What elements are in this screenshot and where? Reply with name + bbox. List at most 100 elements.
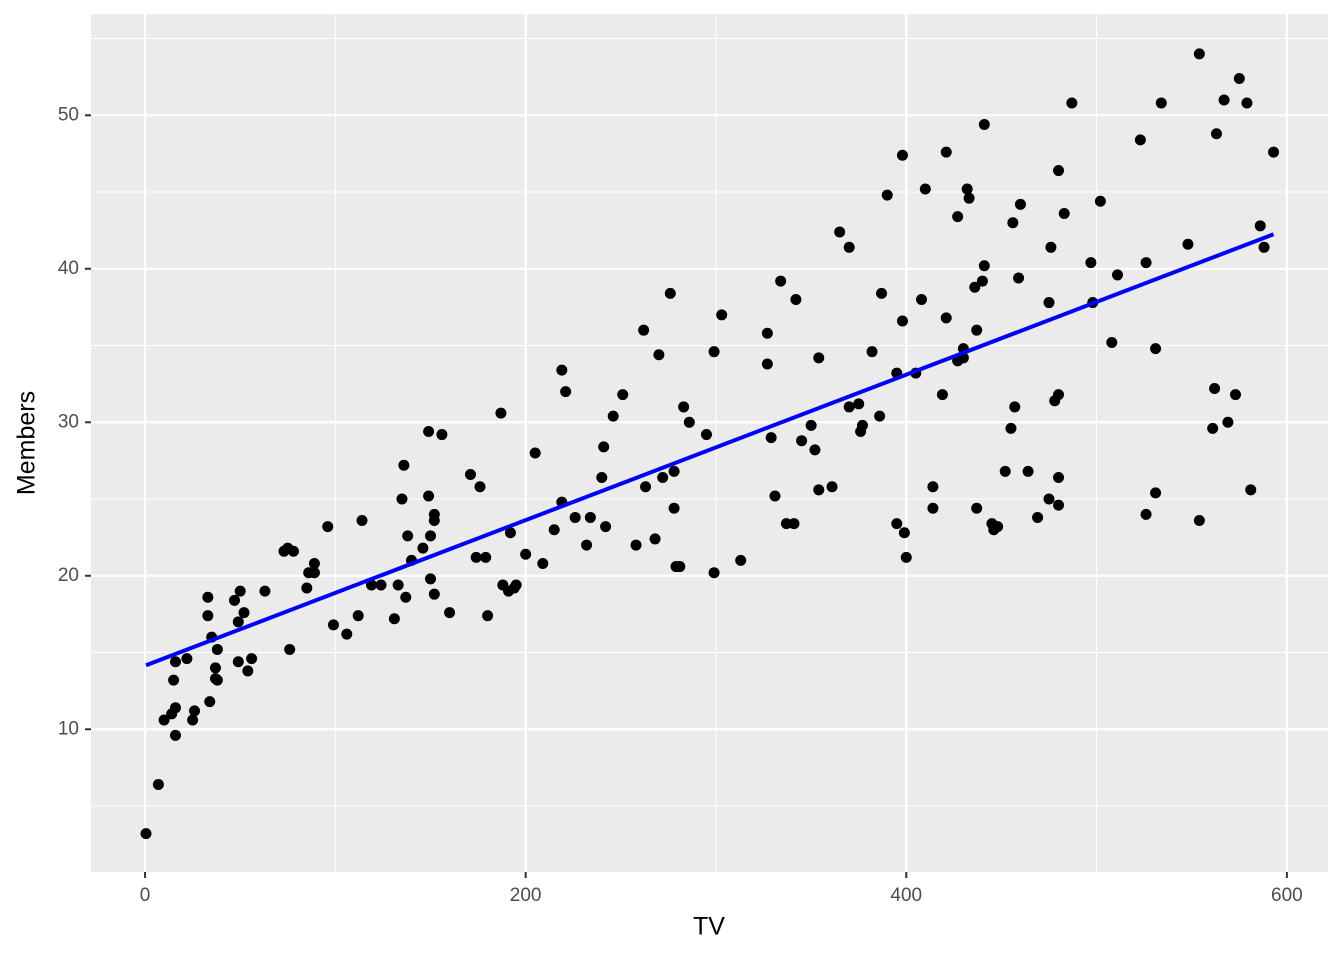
point [843, 401, 855, 413]
point [202, 591, 214, 603]
y-tick-label: 20 [58, 565, 79, 586]
point [876, 287, 888, 299]
point [169, 702, 181, 714]
point [259, 585, 271, 597]
point [900, 551, 912, 563]
point [788, 518, 800, 530]
point [187, 714, 199, 726]
point [425, 530, 437, 542]
point [189, 705, 201, 717]
point [504, 527, 516, 539]
point [228, 594, 240, 606]
x-tick-label: 0 [140, 885, 151, 906]
point [1241, 97, 1253, 109]
point [287, 545, 299, 557]
point [398, 459, 410, 471]
point [284, 643, 296, 655]
point [209, 662, 221, 674]
point [548, 524, 560, 536]
point [963, 192, 975, 204]
point [940, 312, 952, 324]
point [1254, 220, 1266, 232]
point [657, 472, 669, 484]
point [866, 346, 878, 358]
point [510, 579, 522, 591]
point [168, 674, 180, 686]
point [927, 481, 939, 493]
point [927, 502, 939, 514]
point [400, 591, 412, 603]
point [581, 539, 593, 551]
point [881, 189, 893, 201]
point [761, 327, 773, 339]
point [1155, 97, 1167, 109]
point [700, 429, 712, 441]
fit-line [145, 232, 1275, 668]
point [495, 407, 507, 419]
point [423, 425, 435, 437]
point [708, 346, 720, 358]
point [1094, 195, 1106, 207]
point [232, 656, 244, 668]
point [607, 410, 619, 422]
point [674, 561, 686, 573]
point [388, 613, 400, 625]
point [520, 548, 532, 560]
point [1112, 269, 1124, 281]
point [853, 398, 865, 410]
point [204, 696, 216, 708]
point [1140, 508, 1152, 520]
point [140, 828, 152, 840]
point [1134, 134, 1146, 146]
point [356, 515, 368, 527]
y-tick-label: 10 [58, 718, 79, 739]
point [653, 349, 665, 361]
point [211, 674, 223, 686]
point [668, 465, 680, 477]
point [1066, 97, 1078, 109]
y-axis-title: Members [13, 391, 41, 495]
point [158, 714, 170, 726]
point [969, 281, 981, 293]
point [242, 665, 254, 677]
point [308, 567, 320, 579]
point [813, 484, 825, 496]
point [813, 352, 825, 364]
x-tick-label: 600 [1271, 885, 1303, 906]
point [1258, 241, 1270, 253]
point [428, 515, 440, 527]
point [843, 241, 855, 253]
point [769, 490, 781, 502]
point [617, 389, 629, 401]
point [1043, 297, 1055, 309]
point [238, 607, 250, 619]
point [780, 518, 792, 530]
point [436, 429, 448, 441]
point [1045, 241, 1057, 253]
point [234, 585, 246, 597]
point [569, 511, 581, 523]
point [1150, 487, 1162, 499]
point [423, 490, 435, 502]
point [596, 472, 608, 484]
point [1207, 422, 1219, 434]
point [482, 610, 494, 622]
point [796, 435, 808, 447]
point [898, 527, 910, 539]
point [1182, 238, 1194, 250]
point [444, 607, 456, 619]
point [1210, 128, 1222, 140]
point [181, 653, 193, 665]
point [1013, 272, 1025, 284]
point [308, 557, 320, 569]
point [1193, 48, 1205, 60]
point [999, 465, 1011, 477]
point [169, 656, 181, 668]
point [556, 364, 568, 376]
x-tick-label: 200 [510, 885, 542, 906]
point [584, 511, 596, 523]
x-tick-label: 400 [890, 885, 922, 906]
point [1005, 422, 1017, 434]
point [464, 468, 476, 480]
